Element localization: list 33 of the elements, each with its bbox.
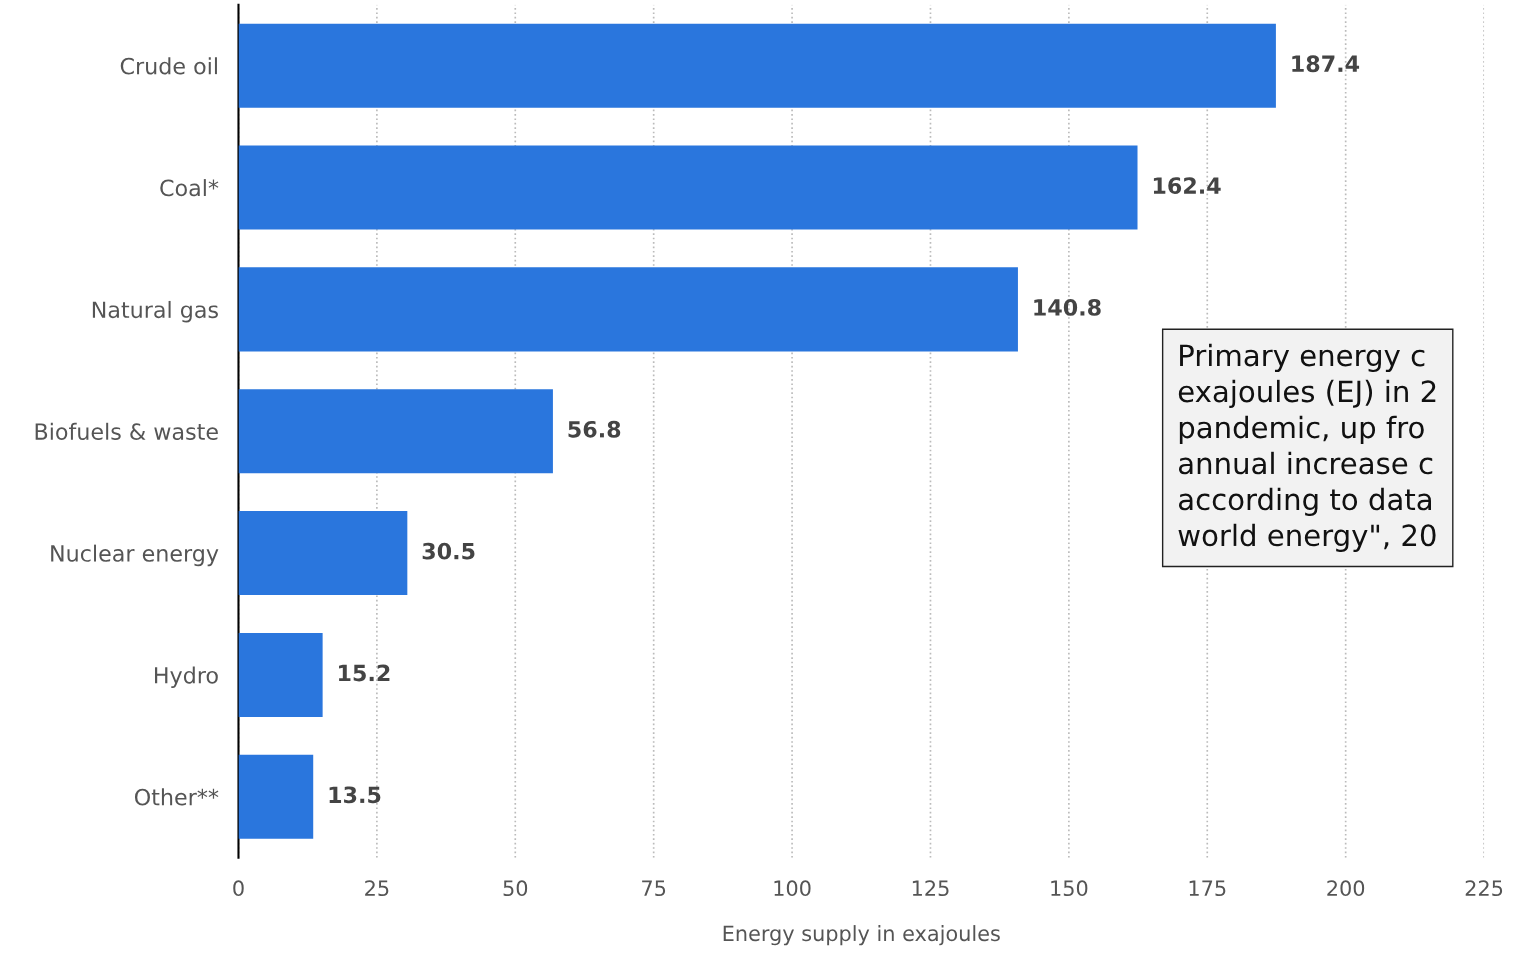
y-tick-label: Nuclear energy	[51, 544, 219, 567]
x-tick-label: 75	[642, 880, 666, 897]
y-tick-label: Natural gas	[92, 300, 218, 323]
data-label: 15.2	[339, 664, 390, 682]
y-tick-label: Coal*	[160, 179, 219, 197]
x-tick-label: 150	[1051, 880, 1088, 897]
bar	[238, 23, 1276, 108]
data-label: 13.5	[329, 786, 381, 804]
x-tick-label: 175	[1189, 880, 1226, 897]
data-label: 56.8	[568, 420, 621, 438]
x-tick-label: 125	[912, 880, 949, 897]
bar	[238, 267, 1018, 352]
x-tick-label: 25	[365, 880, 389, 897]
bar	[238, 145, 1138, 230]
y-tick-label: Biofuels & waste	[35, 422, 218, 440]
bar	[238, 754, 314, 839]
y-tick-label: Crude oil	[120, 57, 217, 75]
bar	[238, 389, 553, 474]
x-axis-title: Energy supply in exajoules	[723, 925, 1000, 946]
x-tick-label: 200	[1327, 880, 1365, 897]
data-label: 162.4	[1153, 177, 1221, 194]
y-tick-label: Hydro	[155, 666, 218, 688]
x-tick-label: 100	[774, 880, 811, 897]
data-label: 187.4	[1292, 55, 1360, 73]
data-label: 140.8	[1034, 299, 1101, 316]
bar	[238, 632, 323, 717]
x-tick-label: 0	[233, 880, 244, 897]
bar	[238, 511, 408, 596]
x-tick-label: 50	[503, 880, 528, 897]
data-label: 30.5	[422, 542, 475, 560]
annotation: Primary energy c exajoules (EJ) in 2 pandemic, up fro annual increase c according to data world energy", 20	[1178, 343, 1436, 552]
x-tick-label: 225	[1465, 880, 1503, 897]
y-tick-label: Other**	[134, 788, 219, 806]
